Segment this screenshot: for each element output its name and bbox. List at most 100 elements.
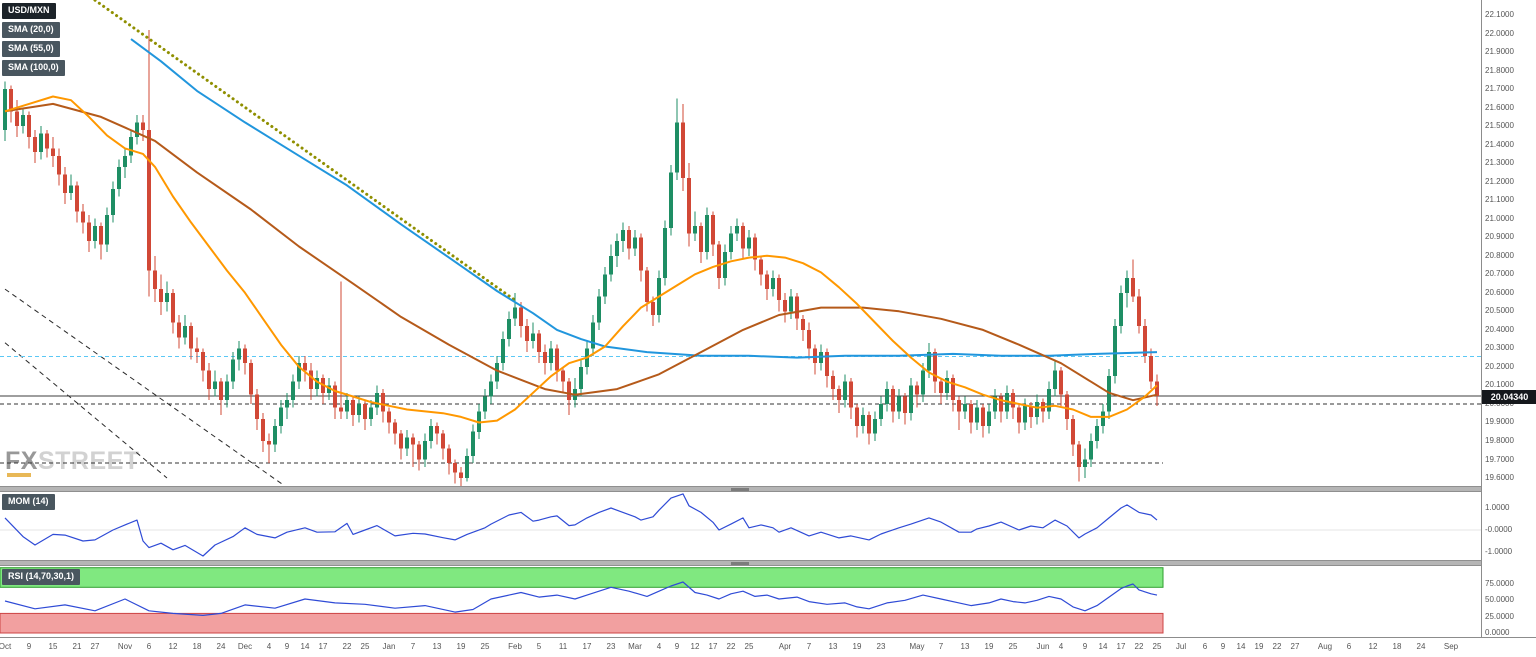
time-axis-label: 4 — [266, 642, 272, 651]
time-axis-label: 19 — [456, 642, 466, 651]
price-chart-canvas[interactable] — [0, 0, 1481, 486]
time-axis-label: 21 — [72, 642, 82, 651]
panel-resize-handle[interactable] — [731, 488, 749, 491]
time-axis-label: 17 — [708, 642, 718, 651]
time-axis-label: 13 — [960, 642, 970, 651]
time-axis-label: May — [909, 642, 925, 651]
time-axis-label: 17 — [582, 642, 592, 651]
time-axis-label: 14 — [1236, 642, 1246, 651]
price-axis-label: 21.1000 — [1485, 195, 1514, 205]
price-axis-label: 21.5000 — [1485, 121, 1514, 131]
time-axis-label: Jun — [1036, 642, 1050, 651]
price-axis-label: 19.8000 — [1485, 435, 1514, 445]
time-axis-label: 19 — [984, 642, 994, 651]
time-axis-label: 4 — [656, 642, 662, 651]
time-axis-label: 6 — [1346, 642, 1352, 651]
fxstreet-watermark: FXSTREET — [5, 447, 140, 477]
price-axis-label: 21.9000 — [1485, 47, 1514, 57]
price-axis-label: 21.6000 — [1485, 102, 1514, 112]
price-axis-label: 20.9000 — [1485, 232, 1514, 242]
price-axis-label: 21.3000 — [1485, 158, 1514, 168]
time-axis-label: 5 — [536, 642, 542, 651]
time-axis-label: 25 — [480, 642, 490, 651]
price-axis-label: 21.2000 — [1485, 176, 1514, 186]
time-axis-label: 18 — [192, 642, 202, 651]
sma100-badge[interactable]: SMA (100,0) — [2, 60, 65, 76]
time-axis-label: 6 — [146, 642, 152, 651]
price-axis-label: 20.4000 — [1485, 324, 1514, 334]
rsi-axis-label: 0.0000 — [1485, 628, 1510, 637]
time-axis-label: 14 — [1098, 642, 1108, 651]
time-axis-label: Nov — [117, 642, 133, 651]
panel-separator[interactable] — [0, 486, 1481, 492]
price-axis-label: 20.7000 — [1485, 269, 1514, 279]
current-price-badge: 20.04340 — [1482, 389, 1536, 404]
time-axis-label: 13 — [432, 642, 442, 651]
time-axis-label: 22 — [1134, 642, 1144, 651]
price-axis-label: 19.6000 — [1485, 473, 1514, 483]
time-axis-label: Jan — [382, 642, 396, 651]
time-axis-label: 9 — [284, 642, 290, 651]
sma55-badge[interactable]: SMA (55,0) — [2, 41, 60, 57]
time-axis-label: Sep — [1443, 642, 1459, 651]
rsi-axis-label: 75.0000 — [1485, 579, 1514, 588]
rsi-chart-canvas[interactable] — [0, 566, 1481, 637]
price-axis[interactable]: 20.04340 22.1000 22.0000 21.9000 21.8000 21.… — [1481, 0, 1536, 637]
mom-axis-label: -1.0000 — [1485, 547, 1513, 556]
symbol-badge[interactable]: USD/MXN — [2, 3, 56, 19]
time-axis-label: 23 — [876, 642, 886, 651]
time-axis-label: 17 — [1116, 642, 1126, 651]
price-axis-label: 21.0000 — [1485, 213, 1514, 223]
time-axis-label: 9 — [1220, 642, 1226, 651]
mom-axis-label: -0.0000 — [1485, 525, 1513, 534]
price-axis-label: 20.8000 — [1485, 250, 1514, 260]
price-axis-label: 22.0000 — [1485, 28, 1514, 38]
time-axis-label: 9 — [674, 642, 680, 651]
time-axis-label: 22 — [1272, 642, 1282, 651]
mom-badge[interactable]: MOM (14) — [2, 494, 55, 510]
momentum-chart-canvas[interactable] — [0, 492, 1481, 560]
time-axis-label: Mar — [628, 642, 642, 651]
price-axis-label: 20.5000 — [1485, 306, 1514, 316]
watermark-street: STREET — [37, 447, 140, 475]
time-axis-label: 19 — [852, 642, 862, 651]
time-axis-label: 7 — [806, 642, 812, 651]
watermark-fx: FX — [5, 447, 38, 475]
panel-separator[interactable] — [0, 560, 1481, 566]
price-axis-label: 20.3000 — [1485, 343, 1514, 353]
time-axis-label: Dec — [237, 642, 253, 651]
sma20-badge[interactable]: SMA (20,0) — [2, 22, 60, 38]
time-axis-label: 4 — [1058, 642, 1064, 651]
time-axis-label: 23 — [606, 642, 616, 651]
price-axis-label: 20.2000 — [1485, 361, 1514, 371]
rsi-axis-label: 25.0000 — [1485, 611, 1514, 621]
time-axis-label: 25 — [744, 642, 754, 651]
time-axis-label: 12 — [690, 642, 700, 651]
time-axis-label: 7 — [410, 642, 416, 651]
price-axis-label: 19.9000 — [1485, 417, 1514, 427]
time-axis-label: 11 — [558, 642, 568, 651]
time-axis-label: 14 — [300, 642, 310, 651]
time-axis-label: 25 — [1152, 642, 1162, 651]
time-axis-label: 7 — [938, 642, 944, 651]
price-axis-label: 20.6000 — [1485, 287, 1514, 297]
rsi-axis-label: 50.0000 — [1485, 595, 1514, 605]
time-axis-label: 18 — [1392, 642, 1402, 651]
time-axis-label: 12 — [168, 642, 178, 651]
time-axis-label: 6 — [1202, 642, 1208, 651]
time-axis-label: Aug — [1317, 642, 1333, 651]
price-axis-label: 21.8000 — [1485, 65, 1514, 75]
time-axis-label: 25 — [1008, 642, 1018, 651]
time-axis-label: 22 — [726, 642, 736, 651]
time-axis-label: 24 — [1416, 642, 1426, 651]
time-axis-label: 12 — [1368, 642, 1378, 651]
time-axis-label: Feb — [508, 642, 522, 651]
time-axis-label: 9 — [26, 642, 32, 651]
time-axis[interactable]: Oct 9 15 21 27 Nov 6 12 18 24 Dec 4 9 14 17 22 25 Jan 7 13 1… — [0, 637, 1536, 657]
time-axis-label: Oct — [0, 642, 12, 651]
rsi-badge[interactable]: RSI (14,70,30,1) — [2, 569, 81, 585]
time-axis-label: 9 — [1082, 642, 1088, 651]
panel-resize-handle[interactable] — [731, 562, 749, 565]
time-axis-label: 17 — [318, 642, 328, 651]
price-axis-label: 19.7000 — [1485, 454, 1514, 464]
